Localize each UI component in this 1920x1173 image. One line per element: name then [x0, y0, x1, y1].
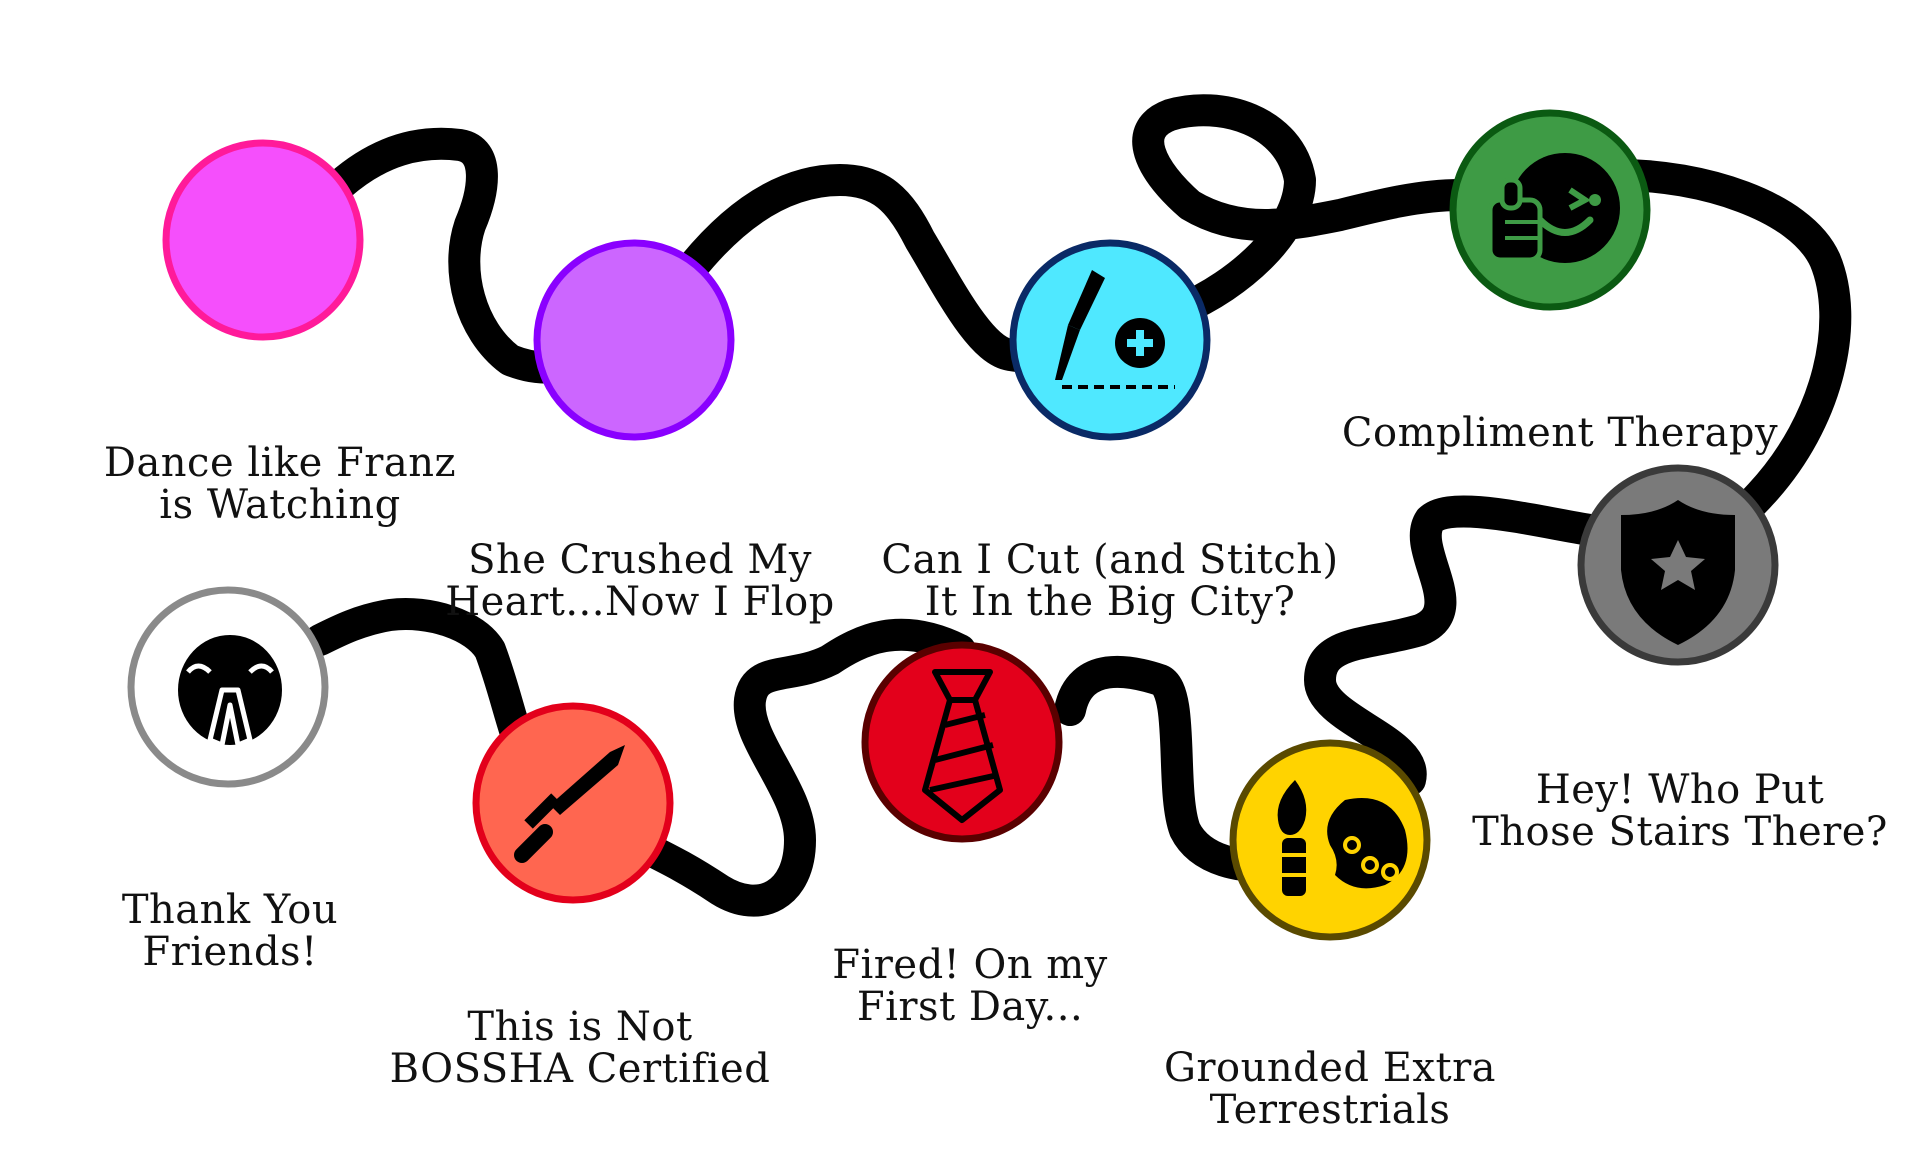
level-path	[304, 94, 1852, 917]
level-label-compliment: Compliment Therapy	[1341, 410, 1779, 456]
paint-palette-icon	[1277, 780, 1408, 896]
level-label-crushed: She Crushed My Heart...Now I Flop	[445, 537, 835, 625]
sword-icon	[514, 745, 625, 863]
level-label-stairs: Hey! Who Put Those Stairs There?	[1472, 767, 1888, 855]
scalpel-icon	[1055, 270, 1175, 389]
level-label-fired: Fired! On my First Day...	[832, 942, 1108, 1030]
necktie-icon	[922, 669, 1003, 823]
level-label-thanks: Thank You Friends!	[121, 887, 339, 975]
level-label-dance: Dance like Franz is Watching	[103, 440, 457, 528]
praying-face-icon	[178, 635, 282, 748]
level-node-dance[interactable]	[162, 139, 364, 341]
thumbs-up-wink-icon	[1487, 153, 1620, 263]
level-label-cut: Can I Cut (and Stitch) It In the Big City…	[881, 537, 1339, 625]
level-label-bossha: This is Not BOSSHA Certified	[389, 1004, 771, 1092]
level-map	[127, 94, 1852, 941]
level-node-fired[interactable]	[861, 641, 1063, 843]
level-node-bossha[interactable]	[472, 702, 674, 904]
level-node-grounded[interactable]	[1229, 739, 1431, 941]
shield-star-icon	[1621, 500, 1735, 645]
level-node-cut[interactable]	[1009, 239, 1211, 441]
level-node-compliment[interactable]	[1449, 109, 1651, 311]
level-node-crushed[interactable]	[533, 239, 735, 441]
level-label-grounded: Grounded Extra Terrestrials	[1163, 1045, 1497, 1133]
level-node-stairs[interactable]	[1577, 464, 1779, 666]
level-node-thanks[interactable]	[127, 586, 329, 788]
